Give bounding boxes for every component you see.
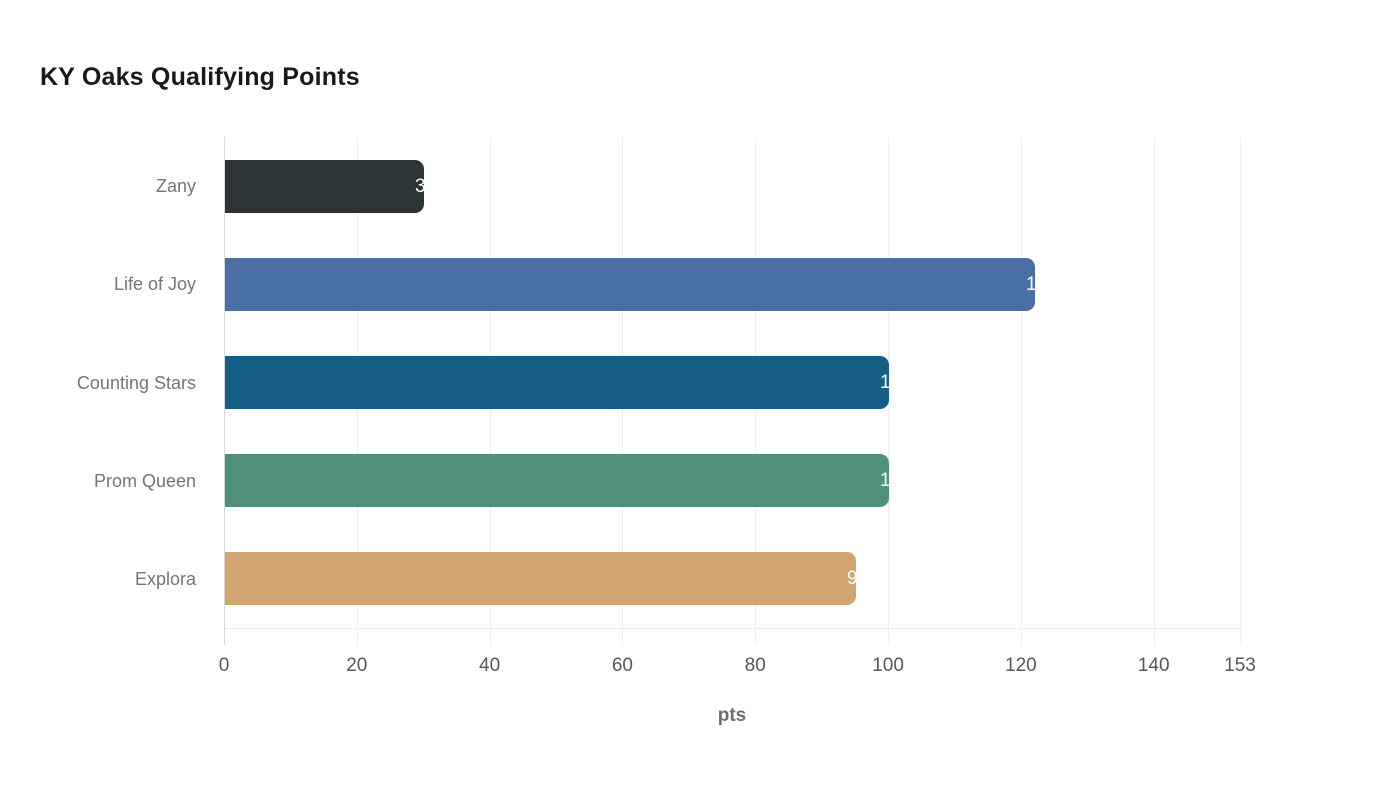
x-tick-label-153: 153 bbox=[1224, 655, 1256, 676]
value-label: 100 bbox=[880, 372, 912, 393]
y-category-label: Counting Stars bbox=[76, 373, 196, 393]
x-axis-title: pts bbox=[717, 705, 747, 726]
bar-counting-stars: 100 bbox=[225, 356, 912, 409]
y-category-label: Life of Joy bbox=[113, 274, 196, 294]
x-tick-label-60: 60 bbox=[611, 655, 633, 676]
bar-zany: 30 bbox=[225, 160, 436, 213]
gridline-x-140 bbox=[1154, 137, 1155, 645]
x-axis-line bbox=[224, 628, 1240, 629]
value-label: 100 bbox=[880, 470, 912, 491]
x-tick-label-40: 40 bbox=[479, 655, 501, 676]
chart-title: KY Oaks Qualifying Points bbox=[40, 63, 360, 91]
bar-prom-queen: 100 bbox=[225, 454, 912, 507]
y-category-label: Zany bbox=[155, 176, 196, 196]
bar-life-of-joy: 122 bbox=[225, 258, 1058, 311]
bar-explora: 95 bbox=[225, 552, 868, 605]
plot-area: 30 122 100 100 95 bbox=[224, 137, 1241, 645]
y-axis-line bbox=[224, 137, 225, 645]
x-tick-label-100: 100 bbox=[872, 655, 904, 676]
x-tick-label-120: 120 bbox=[1005, 655, 1037, 676]
value-label: 30 bbox=[415, 176, 437, 197]
y-category-label: Prom Queen bbox=[93, 471, 196, 491]
gridline-x-120 bbox=[1021, 137, 1022, 645]
y-category-label: Explora bbox=[134, 569, 196, 589]
gridline-x-153 bbox=[1240, 137, 1241, 645]
x-tick-label-0: 0 bbox=[218, 655, 230, 676]
value-label: 122 bbox=[1026, 274, 1058, 295]
x-tick-label-140: 140 bbox=[1137, 655, 1170, 676]
x-tick-label-80: 80 bbox=[744, 655, 766, 676]
value-label: 95 bbox=[847, 568, 869, 589]
x-tick-label-20: 20 bbox=[346, 655, 368, 676]
